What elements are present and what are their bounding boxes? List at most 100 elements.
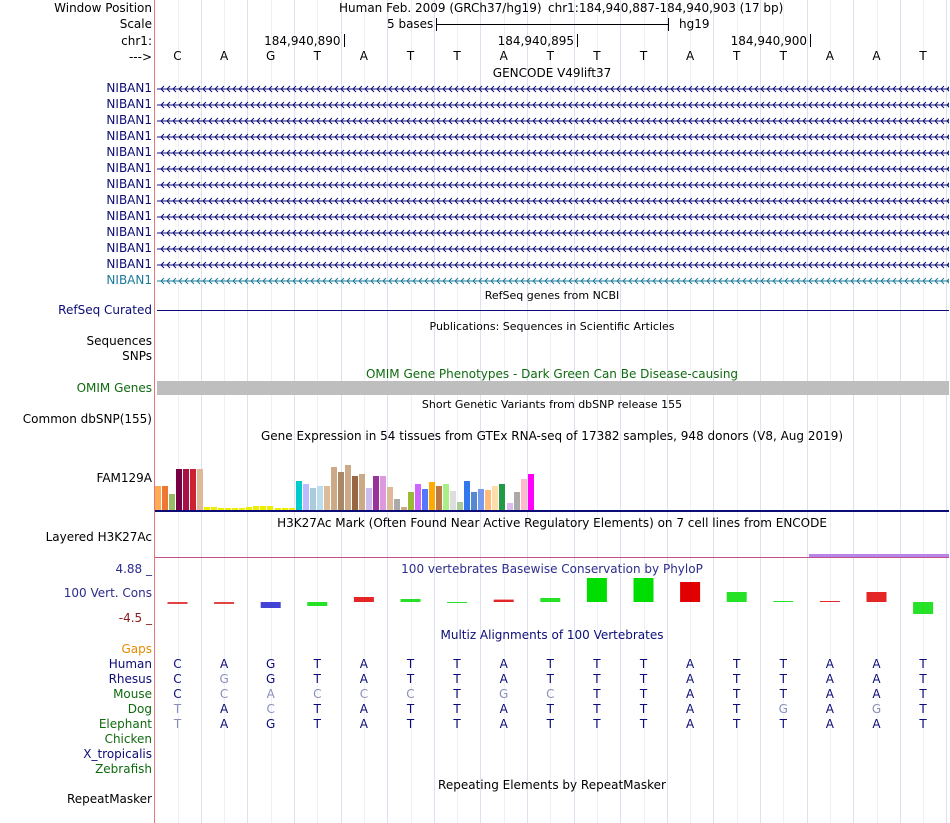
gencode-gene-line[interactable] bbox=[157, 227, 949, 239]
gencode-gene-line[interactable] bbox=[157, 195, 949, 207]
species-label[interactable]: X_tropicalis bbox=[83, 747, 152, 761]
refseq-label[interactable]: RefSeq Curated bbox=[58, 303, 152, 317]
gtex-bar[interactable] bbox=[211, 506, 218, 511]
gencode-gene-label[interactable]: NIBAN1 bbox=[106, 193, 152, 207]
phylop-label[interactable]: 100 Vert. Cons bbox=[63, 586, 152, 600]
gtex-bar[interactable] bbox=[169, 494, 176, 511]
gencode-gene-label[interactable]: NIBAN1 bbox=[106, 209, 152, 223]
gtex-bar[interactable] bbox=[330, 467, 337, 511]
gtex-bar[interactable] bbox=[401, 506, 408, 511]
gtex-bar[interactable] bbox=[267, 506, 274, 511]
snps-label[interactable]: SNPs bbox=[122, 349, 152, 363]
gtex-bar[interactable] bbox=[295, 480, 302, 511]
gencode-gene-line[interactable] bbox=[157, 83, 949, 95]
gtex-bar[interactable] bbox=[492, 486, 499, 511]
gencode-gene-label[interactable]: NIBAN1 bbox=[106, 241, 152, 255]
dbsnp-label[interactable]: Common dbSNP(155) bbox=[22, 412, 152, 426]
refseq-gene-line[interactable] bbox=[157, 310, 949, 311]
gtex-bar[interactable] bbox=[365, 487, 372, 511]
gtex-bar[interactable] bbox=[386, 486, 393, 511]
gtex-bar[interactable] bbox=[408, 492, 415, 511]
gencode-gene-line[interactable] bbox=[157, 243, 949, 255]
gtex-bar[interactable] bbox=[443, 484, 450, 511]
repeatmasker-label[interactable]: RepeatMasker bbox=[66, 792, 152, 806]
gtex-bar[interactable] bbox=[197, 469, 204, 511]
gtex-bar[interactable] bbox=[337, 472, 344, 511]
species-label[interactable]: Chicken bbox=[104, 732, 152, 746]
gtex-bar[interactable] bbox=[260, 505, 267, 511]
gtex-bar-chart[interactable] bbox=[155, 444, 949, 511]
gtex-label[interactable]: FAM129A bbox=[96, 471, 152, 485]
gtex-bar[interactable] bbox=[239, 507, 246, 511]
gtex-bar[interactable] bbox=[464, 480, 471, 511]
gtex-bar[interactable] bbox=[218, 507, 225, 511]
species-label[interactable]: Elephant bbox=[98, 717, 152, 731]
gencode-gene-label[interactable]: NIBAN1 bbox=[106, 113, 152, 127]
gaps-label[interactable]: Gaps bbox=[121, 642, 152, 656]
gtex-bar[interactable] bbox=[485, 490, 492, 511]
gencode-gene-label[interactable]: NIBAN1 bbox=[106, 161, 152, 175]
gencode-gene-label[interactable]: NIBAN1 bbox=[106, 81, 152, 95]
gtex-bar[interactable] bbox=[394, 498, 401, 511]
h3k27ac-label[interactable]: Layered H3K27Ac bbox=[45, 530, 152, 544]
gtex-bar[interactable] bbox=[499, 484, 506, 511]
gtex-bar[interactable] bbox=[253, 506, 260, 511]
gtex-bar[interactable] bbox=[372, 475, 379, 511]
gencode-gene-line[interactable] bbox=[157, 99, 949, 111]
gencode-gene-label[interactable]: NIBAN1 bbox=[106, 177, 152, 191]
gtex-bar[interactable] bbox=[225, 508, 232, 511]
gencode-gene-label[interactable]: NIBAN1 bbox=[106, 129, 152, 143]
gtex-bar[interactable] bbox=[316, 486, 323, 511]
gtex-bar[interactable] bbox=[351, 476, 358, 511]
species-label[interactable]: Rhesus bbox=[108, 672, 152, 686]
species-label[interactable]: Human bbox=[108, 657, 152, 671]
species-label[interactable]: Zebrafish bbox=[95, 762, 152, 776]
gtex-bar[interactable] bbox=[281, 507, 288, 511]
gencode-gene-line[interactable] bbox=[157, 259, 949, 271]
gencode-gene-line[interactable] bbox=[157, 115, 949, 127]
gencode-gene-line[interactable] bbox=[157, 147, 949, 159]
gtex-bar[interactable] bbox=[190, 469, 197, 511]
gtex-bar[interactable] bbox=[183, 469, 190, 511]
gtex-bar[interactable] bbox=[309, 487, 316, 511]
gtex-bar[interactable] bbox=[450, 490, 457, 511]
gtex-bar[interactable] bbox=[155, 485, 161, 511]
gencode-gene-label[interactable]: NIBAN1 bbox=[106, 225, 152, 239]
gtex-bar[interactable] bbox=[422, 488, 429, 511]
gtex-bar[interactable] bbox=[344, 465, 351, 511]
gtex-bar[interactable] bbox=[323, 485, 330, 511]
omim-bar[interactable] bbox=[157, 381, 949, 395]
gtex-bar[interactable] bbox=[204, 506, 211, 511]
gencode-gene-line[interactable] bbox=[157, 131, 949, 143]
gtex-bar[interactable] bbox=[527, 474, 534, 511]
gtex-bar[interactable] bbox=[415, 484, 422, 511]
gtex-bar[interactable] bbox=[162, 485, 169, 511]
gtex-bar[interactable] bbox=[478, 488, 485, 511]
phylop-chart[interactable] bbox=[155, 578, 949, 628]
sequences-label[interactable]: Sequences bbox=[86, 334, 152, 348]
species-label[interactable]: Mouse bbox=[113, 687, 152, 701]
gtex-bar[interactable] bbox=[506, 502, 513, 511]
gtex-bar[interactable] bbox=[520, 478, 527, 511]
gtex-bar[interactable] bbox=[436, 485, 443, 511]
gencode-gene-line[interactable] bbox=[157, 163, 949, 175]
gencode-gene-label[interactable]: NIBAN1 bbox=[106, 257, 152, 271]
gtex-bar[interactable] bbox=[457, 502, 464, 511]
gtex-bar[interactable] bbox=[302, 484, 309, 511]
gtex-bar[interactable] bbox=[288, 508, 295, 511]
gencode-gene-line[interactable] bbox=[157, 211, 949, 223]
gtex-bar[interactable] bbox=[274, 508, 281, 511]
gencode-gene-label[interactable]: NIBAN1 bbox=[106, 145, 152, 159]
gtex-bar[interactable] bbox=[232, 507, 239, 511]
gencode-gene-label[interactable]: NIBAN1 bbox=[106, 273, 152, 287]
gtex-bar[interactable] bbox=[513, 492, 520, 511]
gtex-bar[interactable] bbox=[471, 491, 478, 511]
gencode-gene-line[interactable] bbox=[157, 179, 949, 191]
gencode-gene-label[interactable]: NIBAN1 bbox=[106, 97, 152, 111]
omim-label[interactable]: OMIM Genes bbox=[76, 381, 152, 395]
gencode-gene-line[interactable] bbox=[157, 275, 949, 287]
position-text[interactable]: chr1:184,940,887-184,940,903 (17 bp) bbox=[548, 1, 784, 15]
gtex-bar[interactable] bbox=[176, 468, 183, 511]
gtex-bar[interactable] bbox=[379, 476, 386, 511]
gtex-bar[interactable] bbox=[429, 482, 436, 511]
